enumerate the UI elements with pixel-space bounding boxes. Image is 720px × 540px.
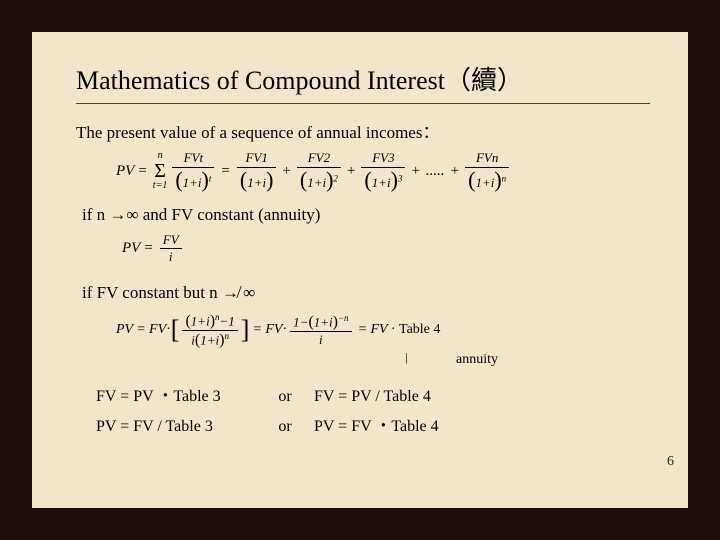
or-label: or (260, 418, 310, 436)
f1-lhs: PV (116, 163, 134, 180)
equals-icon: = (137, 322, 145, 338)
equals-icon: = (138, 163, 146, 180)
f1-term-n: FVn (1+i)n (465, 151, 509, 190)
rel-fv-pv-t4: FV = PV / Table 4 (314, 388, 431, 406)
f3-part2: 1−(1+i)−n i (290, 314, 351, 348)
f3-fv2: FV (265, 322, 282, 338)
rel-pv-fv-t3: PV = FV / Table 3 (96, 418, 256, 436)
plus-icon: + (347, 163, 355, 180)
f1-num: FVt (184, 150, 204, 165)
title-rule (76, 103, 650, 104)
formula-perpetuity: PV = FV i (122, 233, 650, 265)
f3-tail: Table 4 (399, 322, 440, 337)
bottom-relations: FV = PV ・Table 3 or FV = PV / Table 4 PV… (96, 382, 650, 436)
equals-icon: = (359, 322, 367, 338)
f1-general-term: FVt (1+i)t (172, 151, 214, 190)
f1-term2: FV2 (1+i)2 (297, 151, 341, 190)
dots: ..... (426, 163, 445, 180)
f1-den-base: 1+i (183, 175, 202, 190)
equals-icon: = (221, 163, 229, 180)
f1-term3: FV3 (1+i)3 (361, 151, 405, 190)
rel-pv-fv-t4: PV = FV ・Table 4 (314, 412, 439, 436)
plus-icon: + (411, 163, 419, 180)
rel-fv-pv-t3: FV = PV ・Table 3 (96, 382, 256, 406)
f3-part1: (1+i)n−1 i(1+i)n (182, 313, 237, 349)
annuity-tick-icon: | (405, 350, 407, 365)
f3-lhs: PV (116, 322, 133, 338)
f2-frac: FV i (160, 233, 182, 265)
slide-title: Mathematics of Compound Interest（續） (76, 60, 650, 97)
or-label: or (260, 388, 310, 406)
annuity-label: annuity (456, 352, 650, 368)
f2-lhs: PV (122, 240, 140, 257)
condition-2: if FV constant but n ↛ ∞ (82, 283, 650, 303)
f3-fv3: FV (370, 322, 387, 337)
f3-fv1: FV (149, 322, 166, 338)
condition-1: if n →∞ and FV constant (annuity) (82, 205, 650, 225)
equals-icon: = (253, 322, 261, 338)
sigma-lower: t=1 (153, 181, 168, 191)
f1-term1: FV1 (1+i) (237, 151, 277, 190)
sigma-icon: n Σ t=1 (153, 151, 168, 191)
f1-den-exp: t (209, 173, 212, 183)
intro-line: The present value of a sequence of annua… (76, 118, 650, 143)
equals-icon: = (144, 240, 152, 257)
sigma-symbol: Σ (154, 161, 166, 181)
formula-pv-sum: PV = n Σ t=1 FVt (1+i)t = FV1 (1+i) + FV… (116, 151, 650, 191)
plus-icon: + (451, 163, 459, 180)
formula-annuity: PV = FV · [ (1+i)n−1 i(1+i)n ] = FV · 1−… (116, 313, 650, 349)
plus-icon: + (282, 163, 290, 180)
page-number: 6 (667, 454, 674, 470)
slide: Mathematics of Compound Interest（續） The … (25, 25, 695, 515)
